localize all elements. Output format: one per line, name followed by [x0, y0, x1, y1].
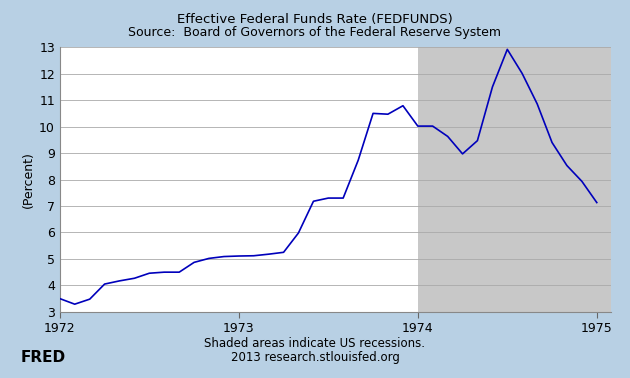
Text: Source:  Board of Governors of the Federal Reserve System: Source: Board of Governors of the Federa…: [129, 26, 501, 39]
Bar: [418, 47, 615, 312]
Text: FRED: FRED: [21, 350, 66, 365]
Text: 2013 research.stlouisfed.org: 2013 research.stlouisfed.org: [231, 351, 399, 364]
Y-axis label: (Percent): (Percent): [22, 151, 35, 208]
Text: Shaded areas indicate US recessions.: Shaded areas indicate US recessions.: [205, 337, 425, 350]
Text: Effective Federal Funds Rate (FEDFUNDS): Effective Federal Funds Rate (FEDFUNDS): [177, 13, 453, 26]
